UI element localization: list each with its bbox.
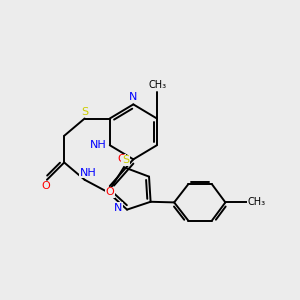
Text: S: S — [122, 155, 129, 165]
Text: N: N — [114, 203, 122, 213]
Text: O: O — [105, 187, 114, 197]
Text: O: O — [117, 154, 126, 164]
Text: CH₃: CH₃ — [248, 197, 266, 207]
Text: CH₃: CH₃ — [148, 80, 166, 90]
Text: O: O — [41, 181, 50, 191]
Text: S: S — [81, 106, 88, 117]
Text: NH: NH — [80, 168, 96, 178]
Text: NH: NH — [89, 140, 106, 150]
Text: N: N — [129, 92, 137, 103]
